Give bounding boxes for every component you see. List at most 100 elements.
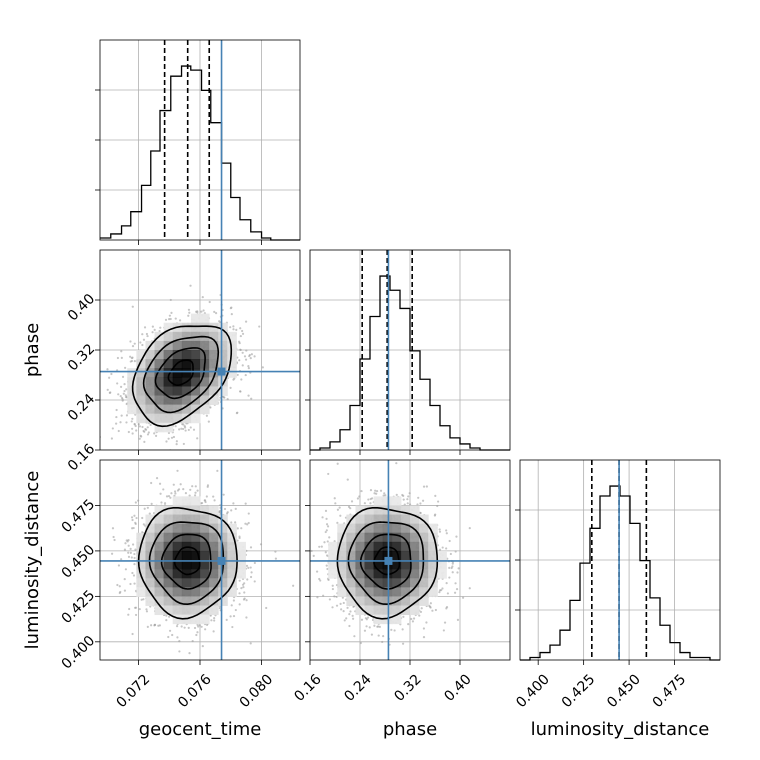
- scatter-point: [318, 577, 321, 581]
- scatter-point: [123, 382, 126, 386]
- scatter-point: [165, 619, 168, 622]
- density-cell: [190, 368, 201, 378]
- scatter-point: [189, 426, 192, 429]
- density-cell: [364, 541, 375, 552]
- density-cell: [172, 578, 183, 588]
- density-cell: [382, 496, 393, 506]
- scatter-point: [110, 552, 114, 555]
- scatter-point: [232, 614, 236, 618]
- density-cell: [419, 514, 429, 525]
- scatter-point: [468, 527, 471, 530]
- scatter-point: [374, 489, 377, 492]
- scatter-point: [212, 630, 215, 633]
- density-cell: [163, 359, 174, 369]
- density-cell: [400, 560, 411, 570]
- scatter-point: [238, 535, 241, 538]
- scatter-point: [324, 530, 327, 534]
- scatter-point: [133, 422, 136, 426]
- scatter-point: [245, 349, 248, 352]
- density-cell: [154, 395, 165, 406]
- density-cell: [227, 523, 237, 534]
- density-cell: [227, 532, 237, 543]
- scatter-point: [119, 395, 122, 398]
- scatter-point: [416, 503, 419, 506]
- scatter-point: [118, 585, 121, 588]
- density-cell: [136, 386, 146, 396]
- density-cell: [209, 569, 219, 579]
- scatter-point: [422, 485, 426, 488]
- scatter-point: [142, 523, 145, 526]
- density-cell: [419, 532, 429, 543]
- density-cell: [346, 578, 356, 588]
- scatter-point: [143, 430, 146, 433]
- scatter-point: [258, 325, 261, 328]
- x-tick-label: 0.425: [559, 671, 599, 711]
- density-cell: [419, 587, 429, 597]
- density-cell: [200, 377, 210, 387]
- scatter-point: [390, 628, 393, 631]
- scatter-point: [238, 579, 241, 582]
- scatter-point: [201, 296, 204, 299]
- truth-marker: [217, 367, 226, 376]
- scatter-point: [402, 494, 405, 497]
- scatter-point: [449, 552, 452, 556]
- density-cell: [200, 569, 210, 579]
- x-axis-label-phase: phase: [383, 719, 437, 740]
- scatter-point: [115, 422, 118, 425]
- density-cell: [382, 523, 393, 534]
- density-cell: [136, 377, 146, 387]
- truth-marker: [217, 556, 226, 565]
- density-cell: [346, 532, 356, 543]
- density-cell: [355, 578, 366, 588]
- scatter-point: [125, 414, 129, 417]
- density-cell: [236, 560, 246, 570]
- scatter-point: [438, 589, 442, 592]
- scatter-point: [204, 500, 207, 504]
- density-cell: [391, 587, 402, 597]
- scatter-point: [210, 619, 213, 622]
- density-cell: [163, 340, 174, 351]
- scatter-point: [316, 596, 319, 599]
- scatter-point: [236, 411, 239, 414]
- density-cell: [382, 596, 393, 606]
- scatter-point: [191, 639, 194, 643]
- scatter-point: [351, 614, 354, 617]
- scatter-point: [243, 582, 246, 585]
- density-cell: [145, 569, 156, 579]
- scatter-point: [138, 425, 141, 428]
- scatter-point: [178, 428, 181, 431]
- density-cell: [172, 523, 183, 534]
- density-cell: [200, 578, 210, 588]
- scatter-point: [328, 536, 331, 539]
- scatter-point: [130, 556, 133, 559]
- scatter-point: [200, 310, 203, 313]
- scatter-point: [360, 618, 364, 621]
- scatter-point: [406, 498, 409, 501]
- density-cell: [209, 340, 219, 351]
- scatter-point: [236, 539, 239, 542]
- scatter-point: [446, 592, 449, 595]
- density-cell: [163, 514, 174, 525]
- scatter-point: [445, 582, 448, 585]
- density-cell: [337, 523, 347, 534]
- scatter-point: [438, 548, 442, 551]
- scatter-point: [244, 373, 247, 377]
- y-tick-label: 0.24: [65, 391, 98, 424]
- scatter-point: [422, 627, 426, 630]
- density-cell: [145, 377, 156, 387]
- scatter-point: [369, 489, 373, 492]
- density-cell: [428, 523, 438, 534]
- grid-lines: [520, 460, 720, 660]
- density-cell: [154, 523, 165, 534]
- density-cell: [172, 605, 183, 616]
- density-cell: [428, 550, 438, 561]
- density-cell: [382, 587, 393, 597]
- density-cell: [172, 340, 183, 351]
- panel-frame: [99, 459, 301, 661]
- density-cell: [209, 331, 219, 342]
- scatter-point: [325, 517, 328, 520]
- scatter-point: [179, 483, 182, 486]
- density-cell: [190, 350, 201, 360]
- density-cell: [218, 569, 228, 579]
- contour-line: [131, 325, 233, 428]
